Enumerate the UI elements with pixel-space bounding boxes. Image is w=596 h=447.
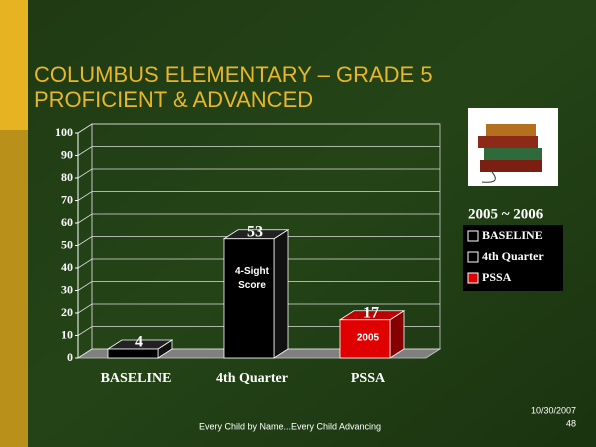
y-tick-label: 50 [61, 237, 73, 251]
x-tick-label: PSSA [351, 371, 386, 386]
footer-page: 48 [566, 418, 576, 428]
bar [108, 349, 158, 358]
footer-date: 10/30/2007 [531, 405, 576, 415]
y-tick-label: 10 [61, 327, 73, 341]
side-strip [0, 130, 28, 447]
data-label: 53 [247, 223, 263, 240]
x-tick-label: BASELINE [101, 371, 172, 386]
y-tick-label: 60 [61, 215, 73, 229]
legend-swatch [468, 231, 478, 241]
legend-label: BASELINE [482, 228, 543, 242]
slide-title: COLUMBUS ELEMENTARY – GRADE 5 [34, 62, 433, 87]
annotation-line: 4-Sight [235, 265, 270, 276]
legend-label: 4th Quarter [482, 249, 544, 263]
legend-label: PSSA [482, 270, 512, 284]
y-tick-label: 20 [61, 305, 73, 319]
legend-swatch [468, 273, 478, 283]
y-tick-label: 70 [61, 192, 73, 206]
annotation-line: Score [238, 279, 266, 290]
bar [224, 239, 274, 358]
legend-title: 2005 ~ 2006 [468, 206, 544, 222]
y-tick-label: 0 [67, 350, 73, 364]
data-label: 4 [135, 334, 143, 351]
slide: COLUMBUS ELEMENTARY – GRADE 5 PROFICIENT… [0, 0, 596, 447]
data-label: 17 [363, 304, 379, 321]
legend-swatch [468, 252, 478, 262]
side-strip-top [0, 0, 28, 130]
books-image [468, 108, 558, 186]
y-tick-label: 100 [55, 125, 73, 139]
y-tick-label: 40 [61, 260, 73, 274]
y-tick-label: 80 [61, 170, 73, 184]
bar-side [274, 230, 288, 358]
y-tick-label: 90 [61, 147, 73, 161]
bar-annotation: 2005 [357, 332, 380, 343]
slide-subtitle: PROFICIENT & ADVANCED [34, 87, 313, 112]
footer-text: Every Child by Name...Every Child Advanc… [199, 421, 381, 431]
x-tick-label: 4th Quarter [216, 371, 288, 386]
y-tick-label: 30 [61, 282, 73, 296]
